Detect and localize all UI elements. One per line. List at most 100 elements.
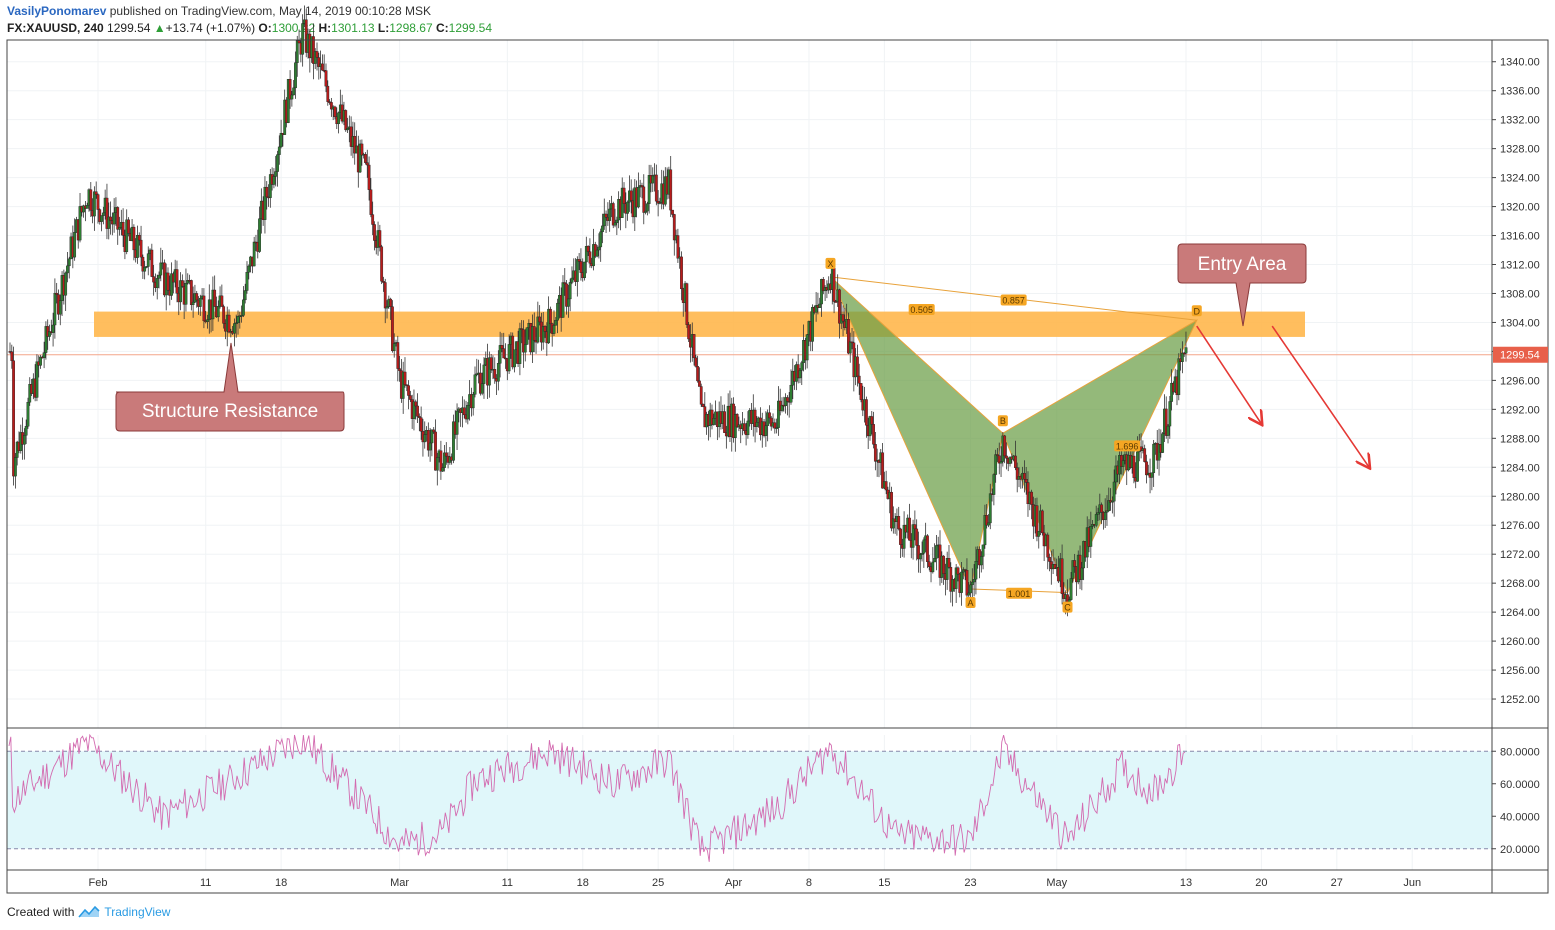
candle: [985, 515, 989, 526]
candle: [1005, 455, 1008, 459]
candle: [622, 187, 626, 204]
candle: [166, 272, 170, 291]
candle: [189, 280, 193, 306]
price-tick-label: 1288.00: [1500, 433, 1540, 445]
price-axis[interactable]: 1340.00 1336.00 1332.00 1328.00 1324.00 1320.…: [1492, 57, 1548, 706]
time-tick-label: 27: [1331, 877, 1343, 889]
candle: [493, 369, 497, 379]
price-tick-label: 1260.00: [1500, 636, 1540, 648]
candle: [145, 266, 148, 268]
candle: [258, 218, 261, 252]
up-arrow-icon: ▲: [153, 21, 166, 35]
projection-arrow-2[interactable]: [1271, 325, 1369, 467]
candle: [579, 261, 583, 273]
rsi-band: [7, 751, 1492, 849]
footer: Created with TradingView: [7, 905, 170, 919]
candle: [139, 239, 143, 258]
candle: [566, 298, 570, 307]
candle: [999, 461, 1003, 464]
candle: [507, 344, 511, 372]
candle: [942, 555, 945, 574]
candle: [112, 212, 116, 225]
candle: [981, 544, 985, 557]
candle: [1166, 425, 1170, 436]
entry-area-callout[interactable]: [1177, 243, 1307, 327]
author-link[interactable]: VasilyPonomarev: [7, 4, 107, 18]
resistance-zone[interactable]: [94, 311, 1305, 337]
candle: [58, 300, 62, 315]
candle: [654, 174, 658, 202]
candle: [1008, 456, 1012, 464]
candle: [358, 143, 362, 173]
candle: [333, 106, 337, 118]
last-price-badge: [1493, 346, 1548, 363]
candle: [216, 306, 220, 318]
candle: [233, 323, 236, 334]
candle: [443, 452, 446, 468]
candle: [10, 351, 14, 361]
candle: [1121, 460, 1125, 467]
price-tick-label: 1264.00: [1500, 607, 1540, 619]
candle: [699, 386, 703, 405]
candle: [868, 416, 872, 437]
candle: [956, 567, 960, 575]
ratio-label-xd: 0.857: [1002, 296, 1025, 306]
time-tick-label: Apr: [725, 877, 742, 889]
time-axis[interactable]: Feb 11 18 Mar 11 18 25 Apr 8 15 23 May 13 20 27 Jun: [89, 877, 1422, 889]
price-change: +13.74 (+1.07%): [165, 21, 256, 35]
structure-resistance-callout[interactable]: [115, 342, 345, 432]
candle: [92, 191, 96, 217]
candle: [478, 372, 482, 394]
candle: [408, 395, 412, 400]
candle: [480, 383, 484, 394]
price-tick-label: 1304.00: [1500, 317, 1540, 329]
pattern-triangle-bcd[interactable]: [1002, 319, 1198, 594]
candle: [268, 174, 272, 198]
price-tick-label: 1292.00: [1500, 404, 1540, 416]
candle: [644, 210, 647, 213]
candle: [671, 209, 674, 215]
candle: [805, 334, 809, 361]
candle: [575, 259, 579, 282]
candle: [414, 401, 418, 407]
candle: [1071, 560, 1075, 579]
candle: [365, 162, 369, 166]
candle: [814, 305, 818, 313]
candle: [496, 363, 500, 382]
candle: [1015, 467, 1019, 480]
price-tick-label: 1268.00: [1500, 578, 1540, 590]
candle: [367, 164, 371, 190]
price-tick-label: 1324.00: [1500, 173, 1540, 185]
candle: [1073, 560, 1077, 567]
candle: [642, 186, 646, 213]
projection-arrows[interactable]: [1196, 325, 1369, 467]
rsi-axis[interactable]: 80.0000 60.0000 40.0000 20.0000: [1492, 746, 1540, 856]
candle: [996, 454, 999, 457]
candle: [947, 558, 951, 568]
candle: [523, 344, 527, 353]
low-value: 1298.67: [389, 21, 433, 35]
price-tick-label: 1308.00: [1500, 288, 1540, 300]
candle: [1100, 504, 1103, 513]
projection-arrow-1[interactable]: [1196, 325, 1262, 424]
candle: [1096, 512, 1100, 515]
candle: [180, 280, 184, 287]
candle: [1105, 510, 1109, 513]
candle: [329, 102, 333, 110]
candle: [407, 385, 410, 396]
candle: [241, 299, 245, 316]
published-text: published on TradingView.com, May 14, 20…: [109, 4, 432, 18]
candle: [768, 412, 771, 419]
candle: [536, 316, 540, 343]
candle: [525, 327, 529, 345]
candle: [800, 362, 804, 371]
callouts[interactable]: Structure Resistance Entry Area: [115, 243, 1307, 432]
candle: [920, 553, 924, 555]
candle: [439, 450, 443, 472]
candle: [382, 280, 385, 283]
candle: [969, 584, 972, 594]
candle: [701, 404, 705, 407]
tradingview-brand[interactable]: TradingView: [104, 905, 171, 919]
price-chart[interactable]: X A B C D 0.505 1.001 1.696 0.857 Structure Resi…: [0, 0, 1555, 895]
price-tick-label: 1280.00: [1500, 491, 1540, 503]
